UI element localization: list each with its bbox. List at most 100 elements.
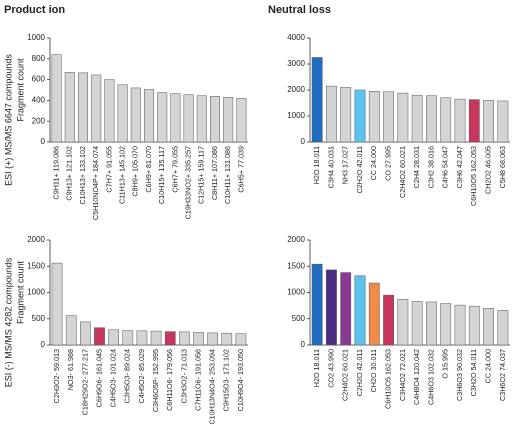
y-tick-label: 2000 xyxy=(287,85,305,94)
bar xyxy=(209,95,221,143)
bar xyxy=(497,310,509,346)
bar xyxy=(397,92,409,143)
bar xyxy=(143,89,155,143)
x-tick-label: C5H8 68.063 xyxy=(498,146,507,188)
bar xyxy=(483,308,494,346)
y-tick-label: 1000 xyxy=(27,288,45,297)
bar xyxy=(104,79,115,143)
y-tick-label: 1000 xyxy=(27,33,45,42)
bar xyxy=(51,54,62,143)
x-tick-label: CH2O 30.011 xyxy=(369,349,378,392)
y-tick-label: 1500 xyxy=(287,261,305,270)
y-tick-label: 0 xyxy=(301,340,306,349)
x-tick-label: C18H29O2- 277.217 xyxy=(80,349,89,415)
x-tick-label: C10H9O4- 193.050 xyxy=(236,349,245,411)
y-tick-label: 0 xyxy=(41,137,46,146)
y-tick-label: 2000 xyxy=(287,235,305,244)
bar xyxy=(468,99,480,143)
y-tick-label: 200 xyxy=(32,116,46,125)
bar xyxy=(368,91,380,143)
bar xyxy=(117,84,128,143)
x-tick-label: C9H13+ 121.102 xyxy=(65,146,74,201)
bar xyxy=(383,91,394,143)
bar xyxy=(207,332,218,346)
panel-title: Neutral loss xyxy=(268,4,331,16)
x-tick-label: C4H6O3 102.032 xyxy=(426,349,435,405)
x-tick-label: C9H11+ 119.086 xyxy=(52,146,61,199)
bar xyxy=(51,262,63,346)
x-tick-label: C2H3O2- 59.013 xyxy=(52,349,61,403)
x-tick-label: C10H15+ 135.117 xyxy=(157,146,166,204)
x-tick-label: C3H4O2 72.021 xyxy=(398,349,407,401)
bar xyxy=(354,89,366,143)
bar xyxy=(340,272,352,346)
x-tick-label: C6H7+ 79.055 xyxy=(170,146,179,193)
y-tick-label: 1500 xyxy=(27,261,45,270)
bar xyxy=(426,301,437,346)
bar xyxy=(64,72,75,143)
y-tick-label: 500 xyxy=(32,314,46,323)
x-tick-label: C8H9+ 105.070 xyxy=(131,146,140,197)
y-tick-label: 1000 xyxy=(287,111,305,120)
x-tick-label: C11H13+ 145.102 xyxy=(118,146,127,204)
bar xyxy=(383,294,394,346)
bar xyxy=(497,100,509,143)
x-tick-label: C4H6 54.047 xyxy=(441,146,450,188)
y-tick-label: 400 xyxy=(32,96,46,105)
x-tick-label: C19H33NO2+ 335.257 xyxy=(184,146,193,219)
bar xyxy=(397,299,409,346)
bar xyxy=(164,331,176,346)
bar xyxy=(122,330,134,346)
x-tick-label: C8H11+ 107.086 xyxy=(210,146,219,200)
x-tick-label: CO2 43.990 xyxy=(326,349,335,388)
bar xyxy=(454,98,466,143)
x-tick-label: C9H15O3- 171.102 xyxy=(222,349,231,411)
x-tick-label: C6H11O6- 179.056 xyxy=(165,349,174,411)
x-tick-label: C6H9+ 81.070 xyxy=(144,146,153,193)
row-label: ESI (+) MS/MS 6647 compounds xyxy=(3,54,13,186)
y-tick-label: 500 xyxy=(292,314,306,323)
x-tick-label: C5H10NO4P+ 184.074 xyxy=(91,146,100,220)
x-tick-label: C3H4 40.031 xyxy=(326,146,335,188)
x-tick-label: C10H11+ 131.086 xyxy=(223,146,232,204)
x-tick-label: C12H15+ 159.117 xyxy=(197,146,206,204)
x-tick-label: C6H10O5 162.053 xyxy=(469,146,478,206)
bar xyxy=(80,321,91,346)
x-tick-label: C7H7+ 91.055 xyxy=(104,146,113,193)
x-tick-label: C6H10O5 162.053 xyxy=(383,349,392,409)
bar xyxy=(77,72,89,143)
x-tick-label: NO3- 61.988 xyxy=(66,349,75,390)
x-tick-label: C6H5+ 77.039 xyxy=(236,146,245,193)
x-tick-label: C2H2O 42.011 xyxy=(355,349,364,396)
x-tick-label: C3H2O 54.011 xyxy=(469,349,478,396)
bar xyxy=(411,301,423,346)
bar xyxy=(354,275,366,346)
x-tick-label: H2O 18.011 xyxy=(312,349,321,387)
x-tick-label: C10H13N4O4- 253.094 xyxy=(208,349,217,425)
y-tick-label: 0 xyxy=(41,340,46,349)
bar xyxy=(411,94,423,143)
row-label: ESI (-) MS/MS 4282 compounds xyxy=(3,257,13,387)
bar xyxy=(170,93,181,143)
bar xyxy=(440,303,452,346)
x-tick-label: CC 24.000 xyxy=(369,146,378,180)
bar xyxy=(196,95,207,143)
bar xyxy=(468,305,480,346)
bar xyxy=(483,100,494,143)
x-tick-label: CO 27.995 xyxy=(383,146,392,181)
bar xyxy=(193,332,204,346)
x-tick-label: C3H2 38.016 xyxy=(426,146,435,188)
bar xyxy=(326,269,337,346)
y-tick-label: 800 xyxy=(32,54,46,63)
y-tick-label: 4000 xyxy=(287,33,305,42)
bar xyxy=(221,332,233,346)
x-tick-label: CH2O2 46.005 xyxy=(483,146,492,194)
y-tick-label: 600 xyxy=(32,75,46,84)
bar xyxy=(440,97,452,143)
x-tick-label: C4H8O4 120.042 xyxy=(412,349,421,405)
x-tick-label: C3H6 42.047 xyxy=(455,146,464,188)
x-tick-label: CC 24.000 xyxy=(483,349,492,383)
bar xyxy=(326,85,337,143)
x-tick-label: C2H4O2 60.021 xyxy=(341,349,350,401)
